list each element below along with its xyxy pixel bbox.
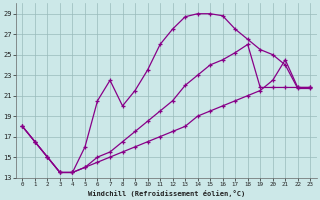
X-axis label: Windchill (Refroidissement éolien,°C): Windchill (Refroidissement éolien,°C): [88, 190, 245, 197]
